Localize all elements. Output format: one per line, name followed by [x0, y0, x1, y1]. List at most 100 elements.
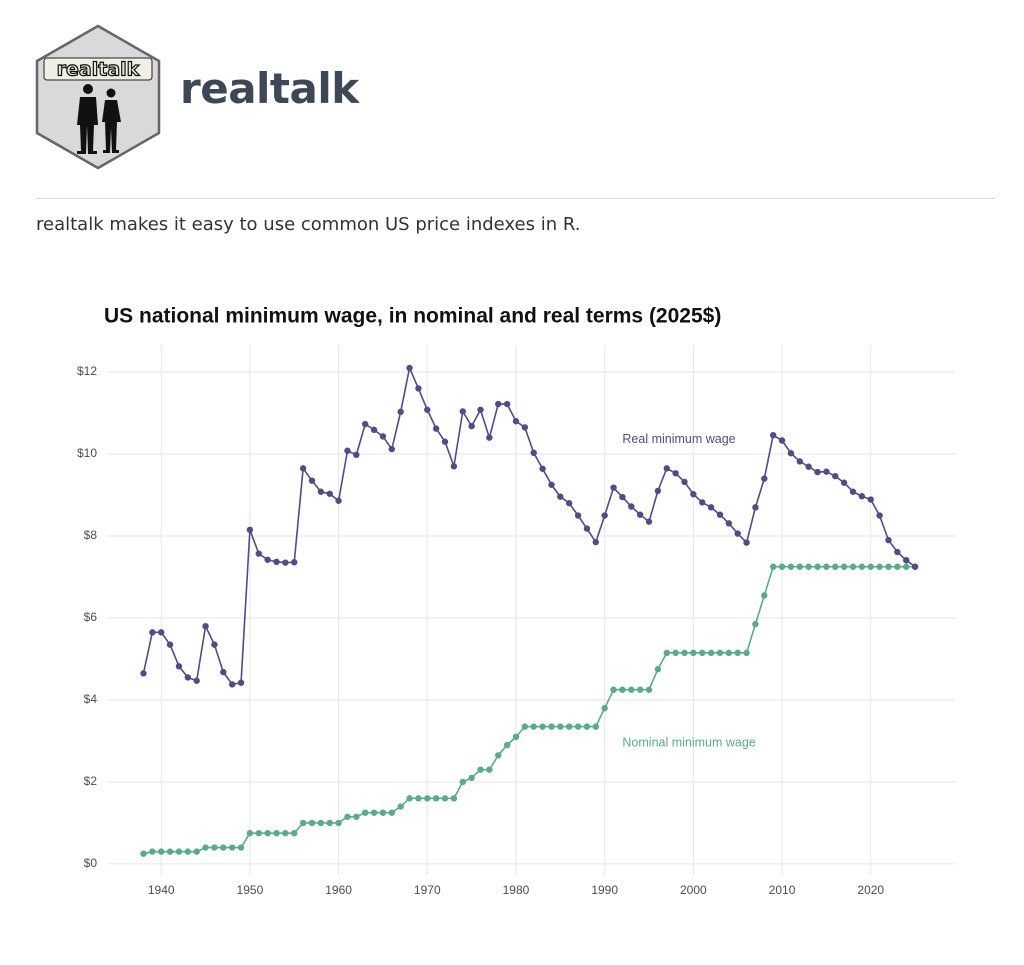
- data-point: [486, 766, 493, 773]
- data-point: [415, 795, 422, 802]
- data-point: [202, 622, 209, 630]
- data-point: [636, 511, 644, 518]
- data-point: [654, 487, 662, 495]
- data-point: [903, 563, 910, 570]
- data-point: [441, 438, 449, 445]
- data-point: [601, 704, 608, 712]
- data-point: [610, 484, 617, 491]
- data-point: [840, 563, 848, 570]
- data-point: [769, 431, 777, 439]
- data-point: [823, 563, 830, 570]
- data-point: [725, 649, 733, 657]
- data-point: [832, 563, 839, 570]
- data-point: [149, 848, 156, 855]
- data-point: [228, 844, 236, 851]
- data-point: [406, 795, 413, 802]
- data-point: [220, 844, 227, 851]
- data-point: [459, 408, 466, 415]
- data-point: [663, 649, 670, 657]
- y-tick-label: $0: [84, 856, 98, 870]
- data-point: [175, 848, 183, 855]
- x-tick-label: 1970: [414, 883, 441, 897]
- data-point: [690, 491, 697, 498]
- data-point: [796, 458, 803, 465]
- data-point: [264, 829, 271, 837]
- data-point: [175, 663, 183, 670]
- data-point: [282, 829, 289, 837]
- data-point: [681, 649, 688, 657]
- data-point: [237, 844, 245, 851]
- data-point: [876, 512, 883, 519]
- series-line: [143, 565, 916, 855]
- data-point: [672, 649, 679, 657]
- data-point: [299, 465, 307, 472]
- data-point: [477, 406, 484, 413]
- data-point: [184, 848, 192, 855]
- data-point: [672, 470, 679, 477]
- data-point: [885, 536, 892, 544]
- data-point: [823, 468, 830, 475]
- data-point: [193, 677, 200, 684]
- data-point: [193, 848, 200, 855]
- data-point: [397, 803, 404, 810]
- data-point: [441, 795, 449, 802]
- data-point: [663, 465, 670, 472]
- data-point: [362, 420, 369, 428]
- data-point: [778, 563, 786, 570]
- y-tick-label: $6: [84, 610, 98, 624]
- data-point: [237, 679, 245, 686]
- data-point: [468, 422, 475, 430]
- data-point: [450, 463, 458, 470]
- data-point: [725, 520, 733, 527]
- data-point: [814, 563, 821, 570]
- data-point: [761, 475, 768, 482]
- data-point: [539, 465, 546, 472]
- data-point: [796, 563, 803, 570]
- data-point: [539, 723, 546, 730]
- data-point: [752, 504, 759, 511]
- data-point: [583, 723, 591, 730]
- data-point: [299, 819, 307, 827]
- data-point: [565, 500, 573, 507]
- data-point: [645, 686, 653, 693]
- data-point: [326, 819, 333, 827]
- data-point: [512, 418, 520, 425]
- data-point: [353, 451, 360, 459]
- data-point: [805, 463, 812, 470]
- data-point: [370, 809, 378, 816]
- data-point: [264, 556, 271, 563]
- data-point: [911, 563, 919, 570]
- data-point: [654, 666, 662, 673]
- data-point: [344, 447, 351, 454]
- data-point: [557, 493, 564, 500]
- data-point: [565, 723, 573, 730]
- data-point: [486, 434, 493, 441]
- data-point: [335, 497, 342, 504]
- data-point: [211, 641, 218, 648]
- data-point: [707, 649, 715, 657]
- data-point: [867, 563, 874, 570]
- data-point: [894, 563, 901, 570]
- series-label: Real minimum wage: [622, 432, 735, 446]
- data-point: [557, 723, 564, 730]
- data-point: [583, 525, 591, 532]
- data-point: [379, 809, 387, 816]
- data-point: [503, 741, 511, 749]
- data-point: [619, 686, 626, 693]
- data-point: [530, 723, 537, 730]
- data-point: [858, 493, 866, 500]
- x-tick-label: 1950: [237, 883, 264, 897]
- data-point: [370, 426, 378, 434]
- data-point: [867, 496, 874, 503]
- data-point: [228, 681, 236, 688]
- data-point: [220, 668, 227, 676]
- data-point: [690, 649, 697, 657]
- x-tick-label: 1990: [591, 883, 618, 897]
- data-point: [619, 493, 626, 501]
- data-point: [610, 686, 617, 693]
- data-point: [291, 559, 298, 566]
- x-tick-label: 1980: [503, 883, 530, 897]
- series-label: Nominal minimum wage: [622, 735, 755, 749]
- data-point: [344, 813, 351, 820]
